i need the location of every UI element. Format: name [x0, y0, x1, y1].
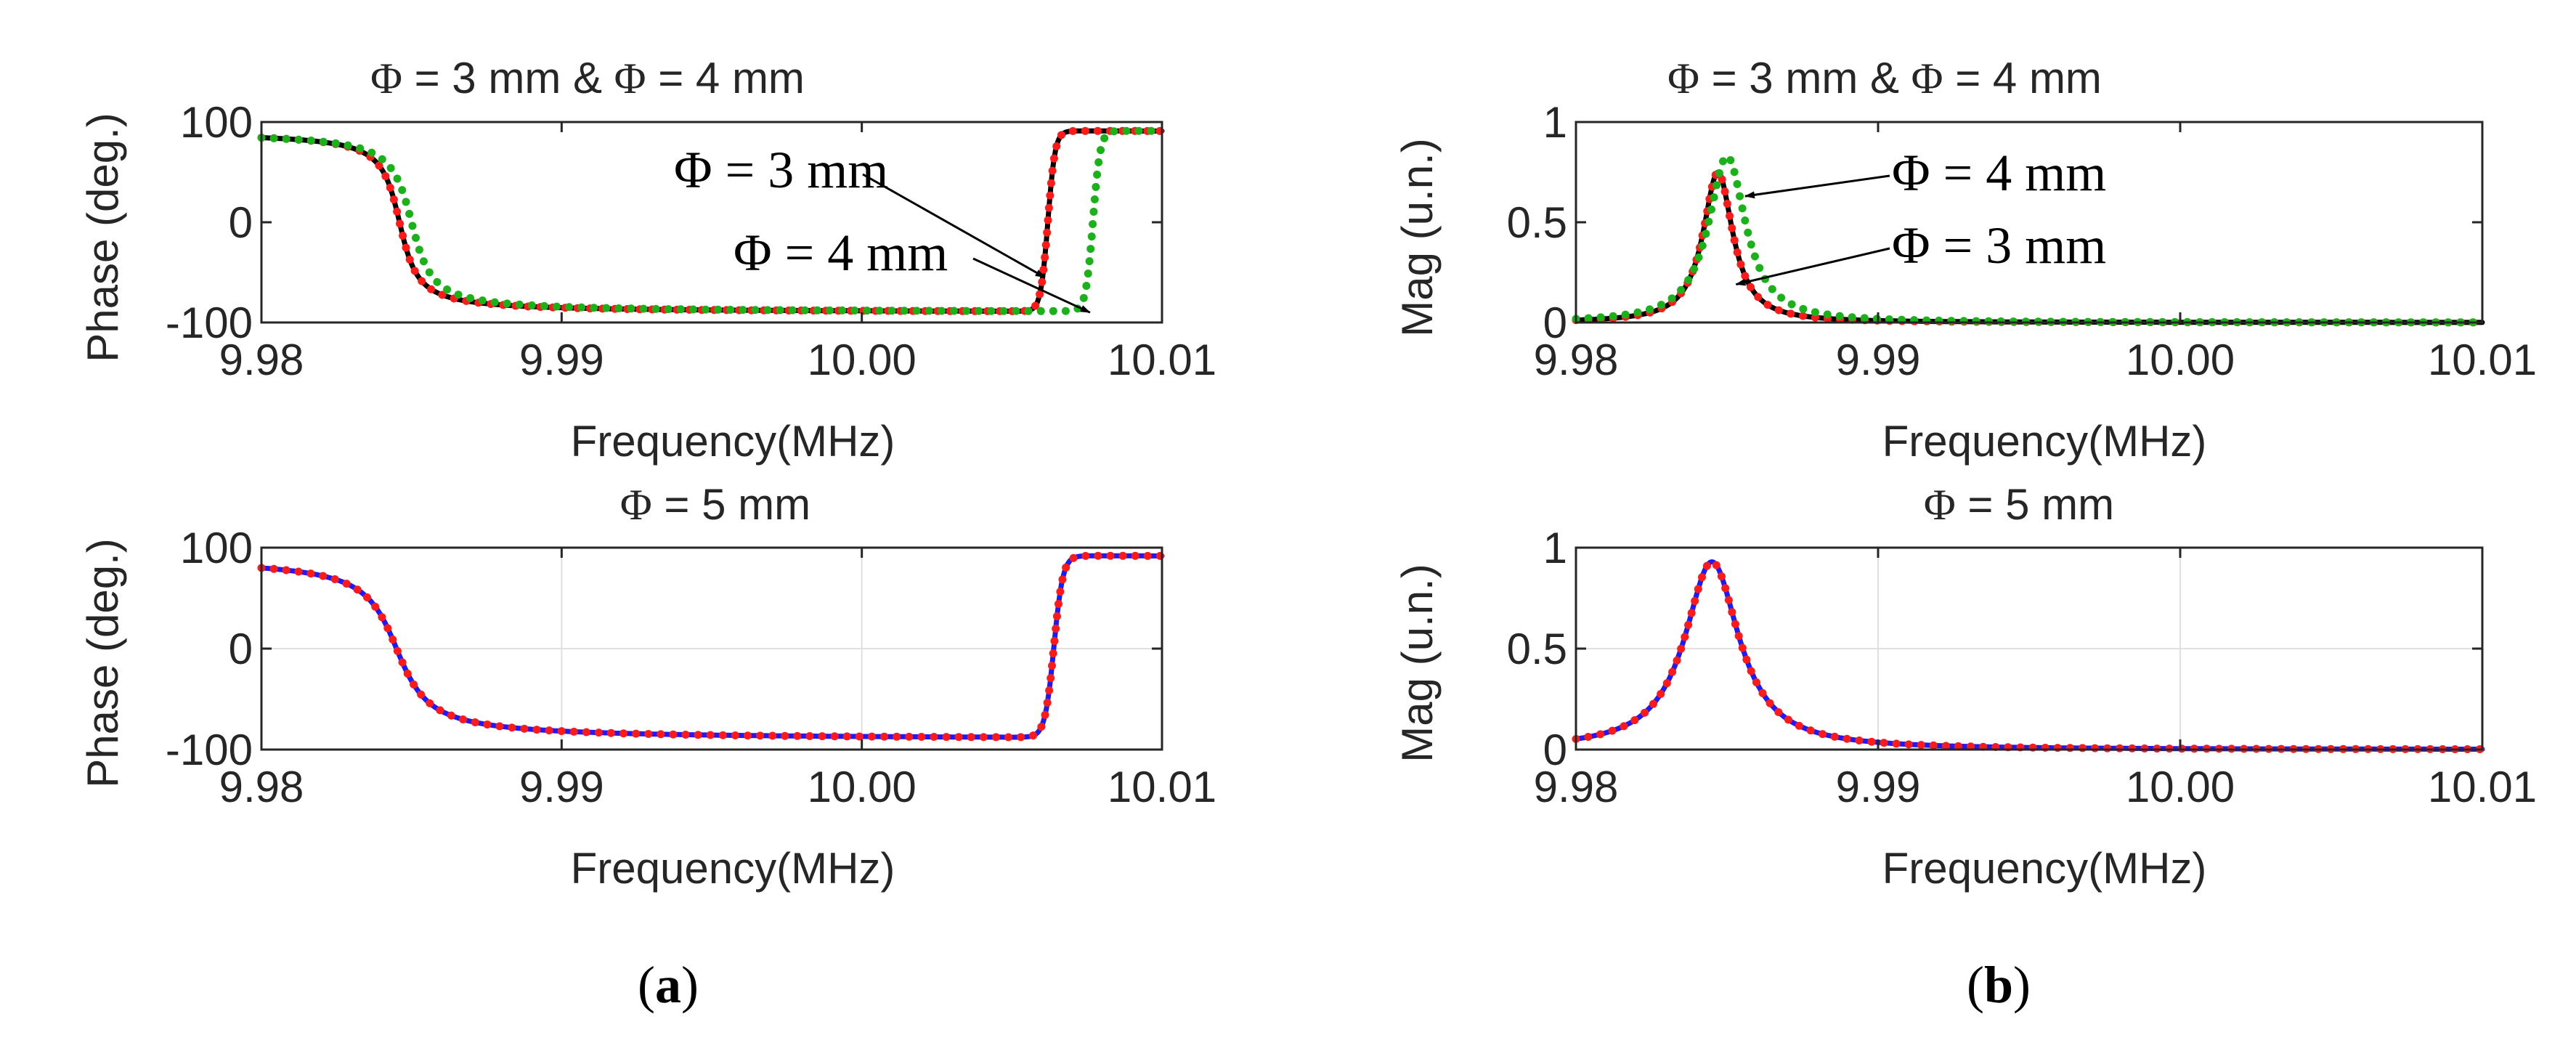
panel-a-bottom: Φ = 5 mm Frequency(MHz) Phase (deg.) 9.9… — [78, 480, 1216, 893]
panel-title: Φ = 5 mm — [1924, 480, 2114, 529]
x-tick-label: 9.98 — [219, 336, 304, 384]
panel-title: Φ = 3 mm & Φ = 4 mm — [1667, 54, 2102, 102]
x-tick-label: 9.99 — [519, 763, 604, 811]
y-tick-label: -100 — [166, 299, 253, 347]
y-tick-label: 0 — [1543, 726, 1567, 774]
y-tick-label: 0.5 — [1507, 625, 1567, 673]
x-tick-label: 10.00 — [808, 763, 917, 811]
x-axis-label: Frequency(MHz) — [571, 844, 895, 893]
panel-a-top: Φ = 3 mm & Φ = 4 mm Frequency(MHz) Phase… — [78, 54, 1216, 466]
x-axis-label: Frequency(MHz) — [1882, 417, 2207, 466]
x-tick-label: 9.98 — [219, 763, 304, 811]
y-tick-label: 0 — [1543, 299, 1567, 347]
x-tick-label: 10.00 — [2126, 763, 2235, 811]
y-tick-label: 0 — [229, 198, 253, 247]
subfigure-label-a: (a) — [638, 956, 699, 1014]
series-line-1 — [257, 551, 1166, 742]
y-tick-label: 100 — [180, 524, 253, 572]
x-tick-label: 10.01 — [2428, 763, 2537, 811]
x-tick-label: 10.00 — [808, 336, 917, 384]
x-tick-label: 10.01 — [1108, 763, 1216, 811]
y-axis-label: Phase (deg.) — [78, 113, 127, 362]
y-tick-label: 0.5 — [1507, 198, 1567, 247]
y-axis-label: Phase (deg.) — [78, 538, 127, 788]
y-tick-label: 100 — [180, 98, 253, 147]
annotation-arrow — [972, 257, 1091, 314]
x-tick-label: 10.01 — [1108, 336, 1216, 384]
subfigure-label-b: (b) — [1967, 956, 2031, 1014]
y-tick-label: 1 — [1543, 98, 1567, 147]
panel-b-bottom: Φ = 5 mm Frequency(MHz) Mag (u.n.) 9.98 9… — [1393, 480, 2537, 893]
y-tick-label: -100 — [166, 726, 253, 774]
annotation-arrow — [1744, 174, 1890, 199]
annotation-label: Φ = 4 mm — [1892, 144, 2106, 202]
y-tick-label: 1 — [1543, 524, 1567, 572]
series-line-0 — [259, 553, 1165, 740]
series-line-0 — [1573, 559, 2485, 752]
annotation-label: Φ = 3 mm — [1892, 216, 2106, 275]
x-tick-label: 9.99 — [1836, 763, 1921, 811]
y-axis-label: Mag (u.n.) — [1393, 564, 1442, 762]
x-tick-label: 10.01 — [2428, 336, 2537, 384]
series-line-1 — [1572, 558, 2487, 753]
annotation-label: Φ = 3 mm — [674, 141, 888, 199]
panel-b-top: Φ = 3 mm & Φ = 4 mm Frequency(MHz) Mag (… — [1393, 54, 2537, 466]
annotation-arrow — [1735, 247, 1890, 286]
x-tick-label: 9.98 — [1534, 336, 1619, 384]
x-tick-label: 9.98 — [1534, 763, 1619, 811]
annotation-arrow — [862, 173, 1046, 279]
x-axis-label: Frequency(MHz) — [1882, 844, 2207, 893]
series-line-1 — [257, 126, 1166, 315]
y-axis-label: Mag (u.n.) — [1393, 138, 1442, 336]
x-tick-label: 9.99 — [1836, 336, 1921, 384]
x-tick-label: 10.00 — [2126, 336, 2235, 384]
x-axis-label: Frequency(MHz) — [571, 417, 895, 466]
y-tick-label: 0 — [229, 625, 253, 673]
x-tick-label: 9.99 — [519, 336, 604, 384]
panel-title: Φ = 5 mm — [620, 480, 810, 529]
panel-title: Φ = 3 mm & Φ = 4 mm — [370, 54, 805, 102]
series-line-2 — [257, 126, 1166, 315]
annotation-label: Φ = 4 mm — [734, 224, 948, 282]
